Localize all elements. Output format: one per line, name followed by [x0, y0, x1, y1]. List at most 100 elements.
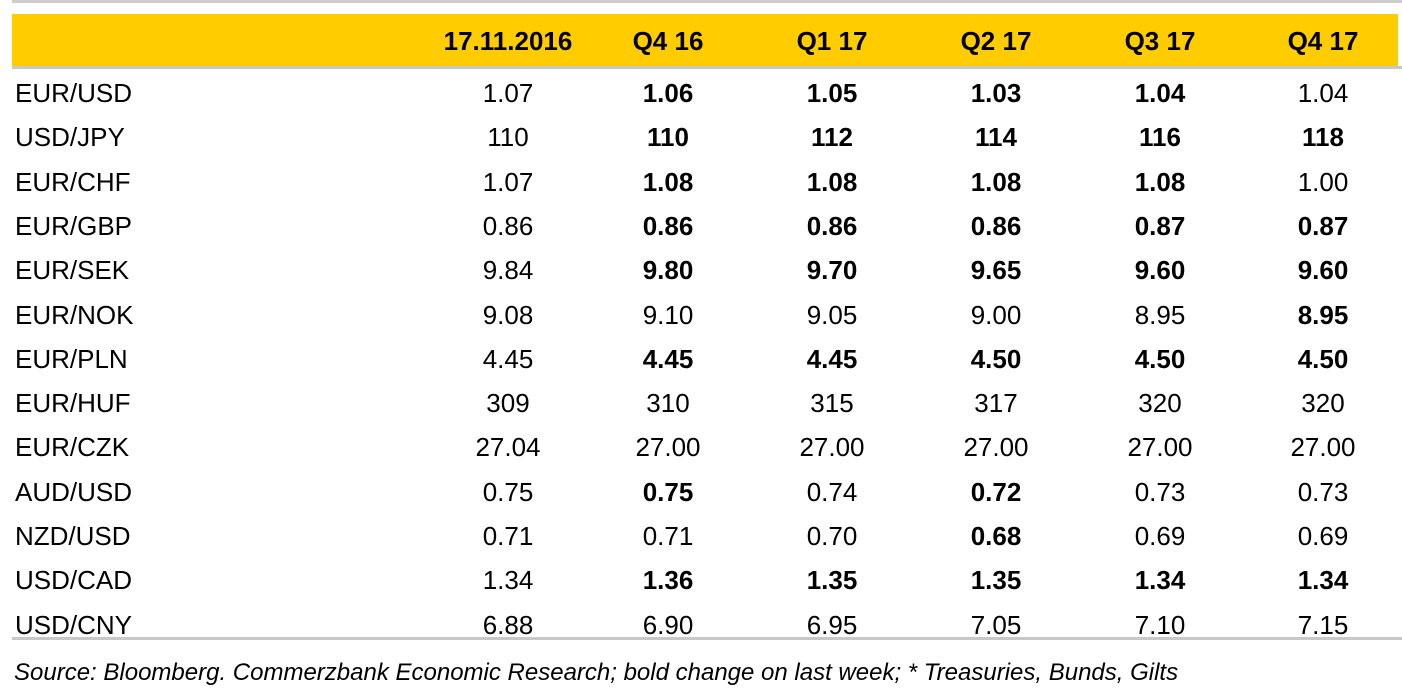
row-label: AUD/USD — [15, 476, 133, 507]
value-cell: 1.00 — [1297, 166, 1349, 197]
row-label: EUR/CHF — [15, 166, 131, 197]
column-header: Q4 17 — [1287, 26, 1359, 56]
value-cell: 27.00 — [963, 432, 1029, 463]
value-cell: 1.04 — [1134, 78, 1186, 108]
value-cell: 9.60 — [1134, 255, 1186, 286]
value-cell: 0.86 — [970, 210, 1022, 241]
value-cell: 1.08 — [806, 166, 858, 197]
value-cell: 1.35 — [806, 565, 858, 596]
value-cell: 27.04 — [475, 432, 541, 463]
value-cell: 27.00 — [799, 432, 865, 463]
value-cell: 0.87 — [1297, 210, 1349, 241]
value-cell: 9.84 — [482, 255, 534, 286]
column-header: Q2 17 — [960, 26, 1032, 56]
value-cell: 9.08 — [482, 299, 534, 330]
value-cell: 8.95 — [1297, 299, 1349, 330]
column-header: Q3 17 — [1124, 26, 1196, 56]
row-label: EUR/GBP — [15, 210, 133, 241]
source-note: Source: Bloomberg. Commerzbank Economic … — [14, 659, 1179, 686]
row-label: EUR/SEK — [15, 255, 130, 286]
value-cell: 1.08 — [642, 166, 694, 197]
row-label: USD/JPY — [15, 122, 125, 153]
value-cell: 1.34 — [1297, 565, 1349, 596]
value-cell: 0.71 — [642, 521, 694, 551]
row-label: EUR/PLN — [15, 343, 128, 374]
value-cell: 1.34 — [482, 565, 534, 596]
row-label: EUR/CZK — [15, 432, 130, 463]
value-cell: 1.08 — [1134, 166, 1186, 197]
value-cell: 110 — [487, 122, 529, 153]
column-header: 17.11.2016 — [443, 26, 573, 56]
bottom-rule — [12, 637, 1402, 640]
value-cell: 1.36 — [642, 565, 694, 596]
value-cell: 4.50 — [970, 343, 1022, 374]
value-cell: 1.34 — [1134, 565, 1186, 596]
value-cell: 4.45 — [806, 343, 858, 374]
value-cell: 8.95 — [1134, 299, 1186, 330]
value-cell: 1.07 — [482, 78, 534, 108]
value-cell: 110 — [647, 122, 689, 153]
value-cell: 0.75 — [642, 476, 694, 507]
value-cell: 1.04 — [1297, 78, 1349, 108]
value-cell: 116 — [1139, 122, 1181, 153]
value-cell: 0.72 — [970, 476, 1022, 507]
value-cell: 114 — [975, 122, 1017, 153]
value-cell: 9.10 — [642, 299, 694, 330]
value-cell: 4.50 — [1297, 343, 1349, 374]
value-cell: 1.07 — [482, 166, 534, 197]
value-cell: 0.70 — [806, 521, 858, 551]
value-cell: 6.88 — [482, 609, 534, 640]
column-header: Q1 17 — [796, 26, 868, 56]
value-cell: 9.70 — [806, 255, 858, 286]
value-cell: 1.35 — [970, 565, 1022, 596]
value-cell: 0.86 — [642, 210, 694, 241]
value-cell: 9.05 — [806, 299, 858, 330]
value-cell: 27.00 — [635, 432, 701, 463]
value-cell: 1.03 — [970, 78, 1022, 108]
value-cell: 0.87 — [1134, 210, 1186, 241]
value-cell: 9.60 — [1297, 255, 1349, 286]
value-cell: 7.05 — [970, 609, 1022, 640]
header-rule — [12, 66, 1402, 69]
value-cell: 4.50 — [1134, 343, 1186, 374]
value-cell: 0.75 — [482, 476, 534, 507]
value-cell: 6.90 — [642, 609, 694, 640]
value-cell: 0.71 — [482, 521, 534, 551]
row-label: USD/CNY — [15, 609, 133, 640]
value-cell: 1.05 — [806, 78, 858, 108]
value-cell: 310 — [646, 388, 690, 419]
value-cell: 112 — [811, 122, 853, 153]
row-label: EUR/NOK — [15, 299, 134, 330]
value-cell: 4.45 — [642, 343, 694, 374]
value-cell: 7.15 — [1297, 609, 1349, 640]
top-rule — [12, 0, 1402, 3]
value-cell: 1.06 — [642, 78, 694, 108]
value-cell: 317 — [974, 388, 1018, 419]
value-cell: 309 — [486, 388, 530, 419]
value-cell: 0.74 — [806, 476, 858, 507]
value-cell: 320 — [1301, 388, 1345, 419]
value-cell: 7.10 — [1134, 609, 1186, 640]
value-cell: 0.73 — [1134, 476, 1186, 507]
row-label: EUR/USD — [15, 78, 133, 108]
value-cell: 0.69 — [1134, 521, 1186, 551]
value-cell: 0.73 — [1297, 476, 1349, 507]
row-label: NZD/USD — [15, 521, 131, 551]
value-cell: 118 — [1302, 122, 1344, 153]
value-cell: 0.86 — [806, 210, 858, 241]
header-band — [12, 14, 1398, 66]
row-label: EUR/HUF — [15, 388, 131, 419]
value-cell: 315 — [810, 388, 854, 419]
value-cell: 0.69 — [1297, 521, 1349, 551]
value-cell: 9.00 — [970, 299, 1022, 330]
value-cell: 9.80 — [642, 255, 694, 286]
value-cell: 4.45 — [482, 343, 534, 374]
value-cell: 0.68 — [970, 521, 1022, 551]
value-cell: 320 — [1138, 388, 1182, 419]
value-cell: 6.95 — [806, 609, 858, 640]
row-label: USD/CAD — [15, 565, 133, 596]
value-cell: 27.00 — [1127, 432, 1193, 463]
value-cell: 1.08 — [970, 166, 1022, 197]
column-header: Q4 16 — [632, 26, 704, 56]
